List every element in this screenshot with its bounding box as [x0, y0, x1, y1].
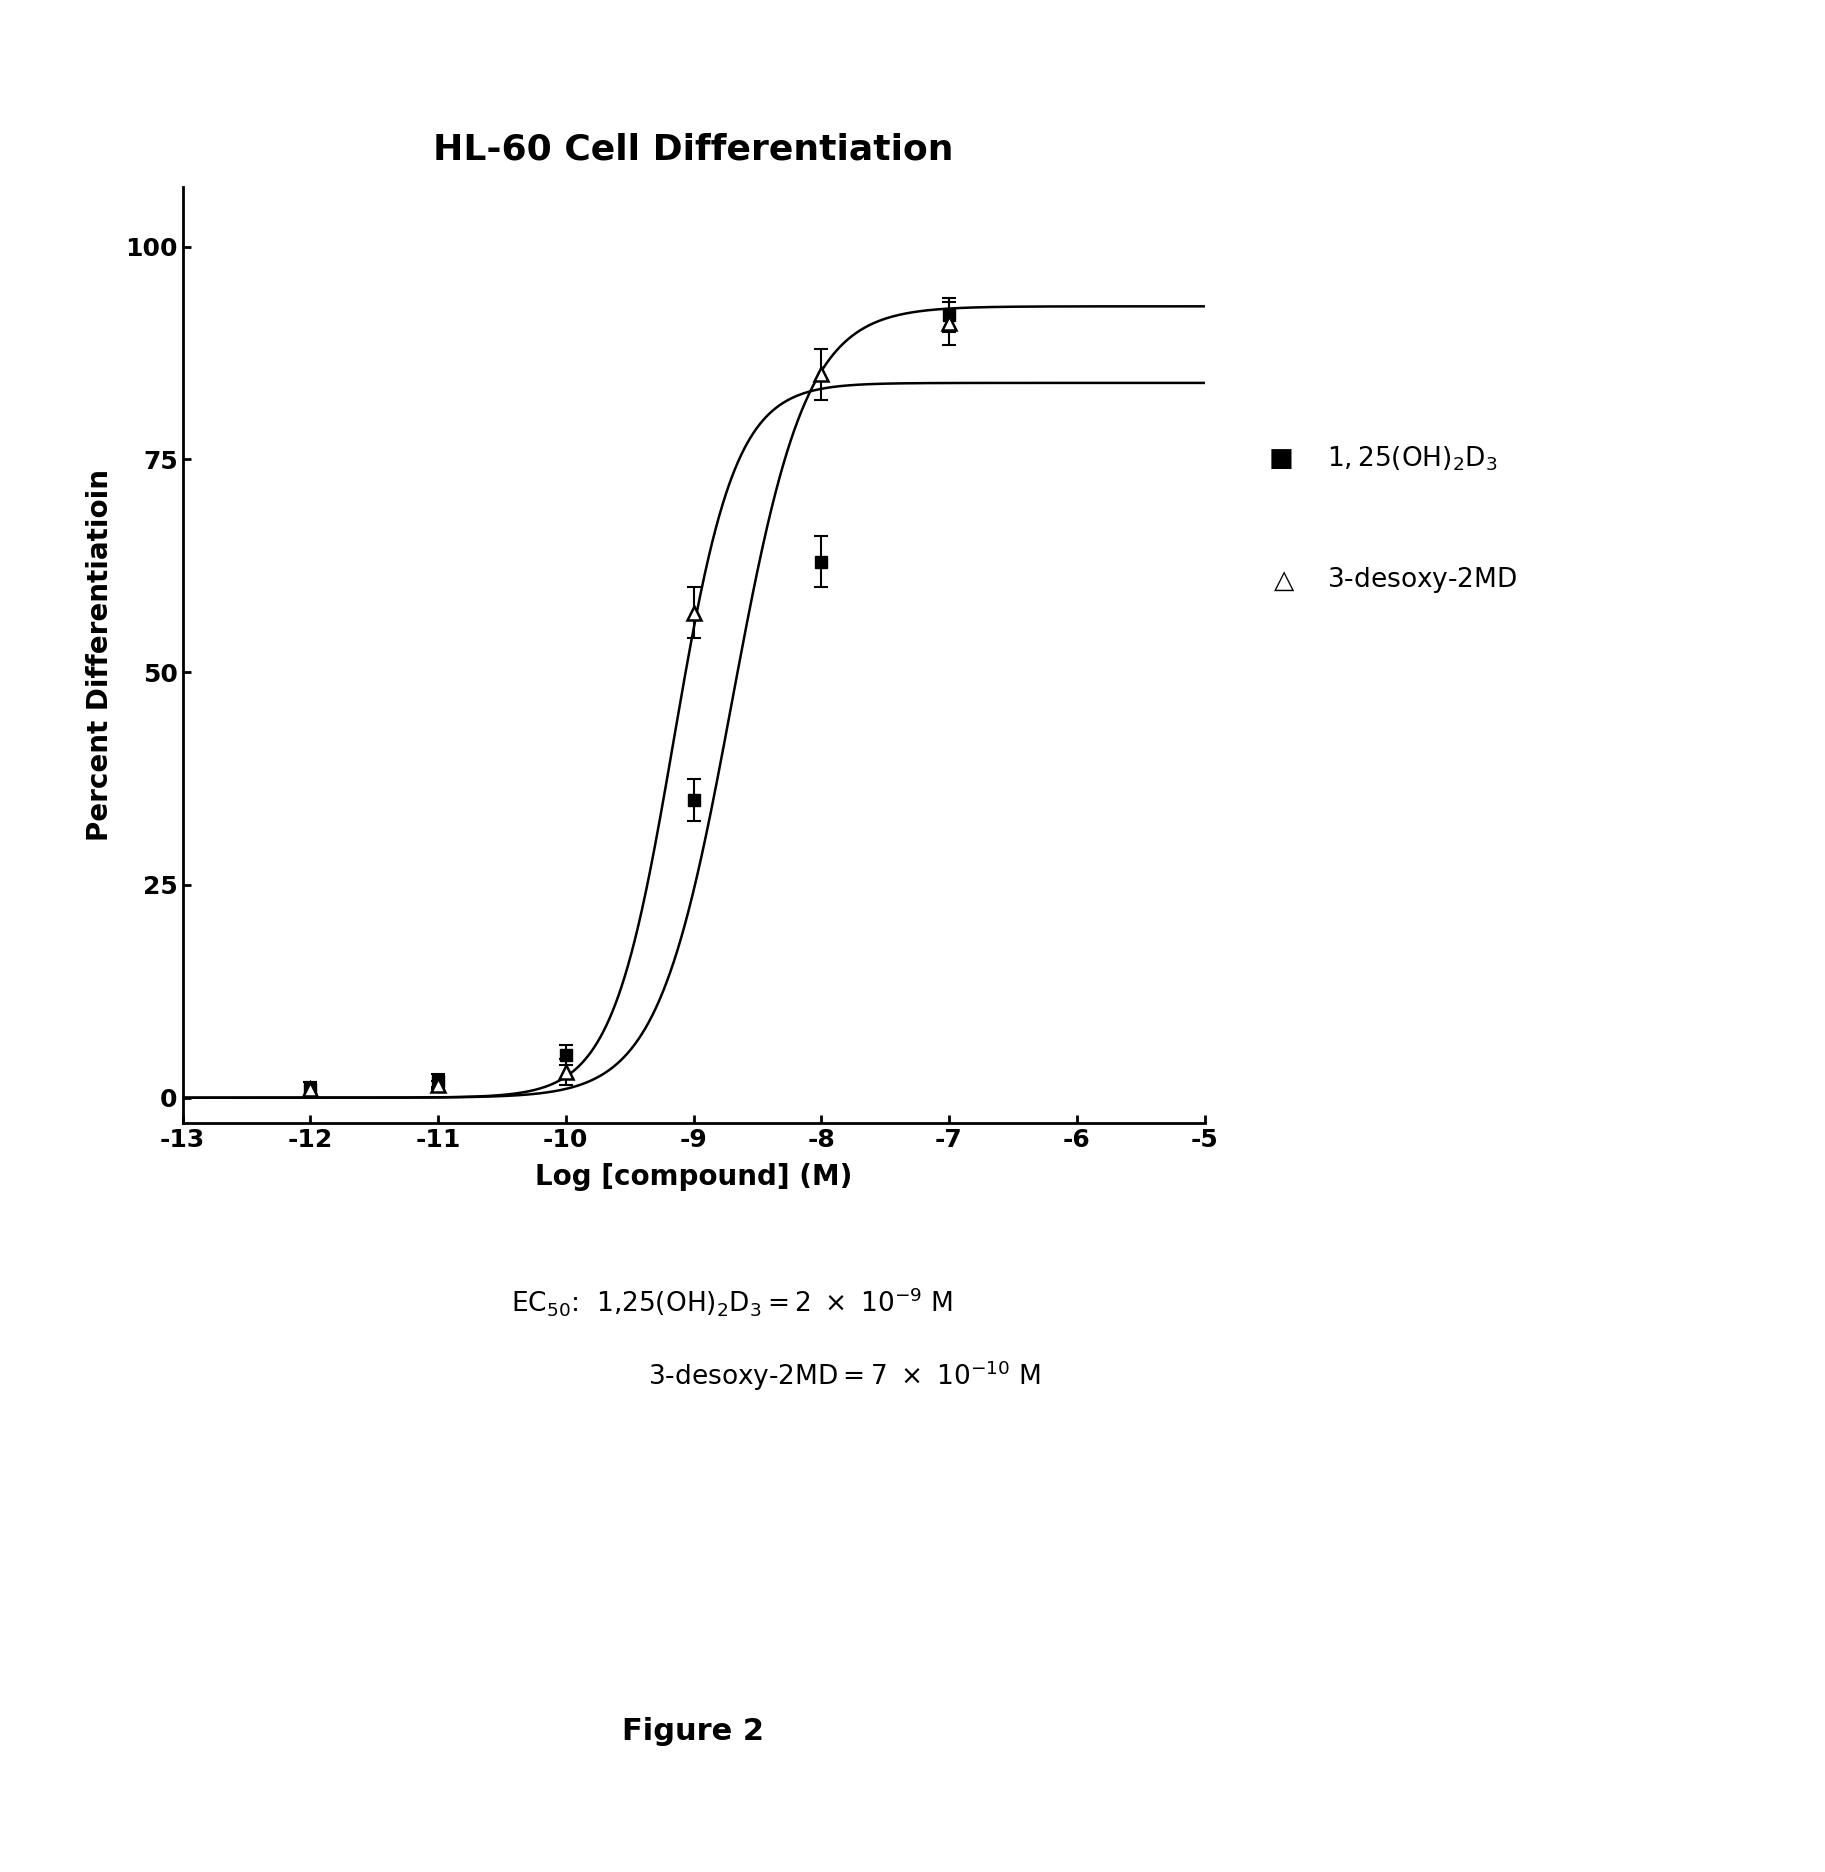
Text: $\mathrm{3\text{-}desoxy\text{-}2MD}$: $\mathrm{3\text{-}desoxy\text{-}2MD}$ [1327, 565, 1517, 595]
Title: HL-60 Cell Differentiation: HL-60 Cell Differentiation [433, 133, 954, 167]
Text: $\mathrm{EC_{50}}$:  $\mathrm{1{,}25(OH)_2D_3 = 2\ \times\ 10^{-9}\ M}$: $\mathrm{EC_{50}}$: $\mathrm{1{,}25(OH)_… [511, 1284, 953, 1318]
X-axis label: Log [compound] (M): Log [compound] (M) [535, 1163, 852, 1191]
Text: Figure 2: Figure 2 [622, 1717, 765, 1747]
Y-axis label: Percent Differentiatioin: Percent Differentiatioin [86, 470, 113, 841]
Text: $\blacksquare$: $\blacksquare$ [1268, 446, 1292, 472]
Text: $\mathrm{3\text{-}desoxy\text{-}2MD = 7\ \times\ 10^{-10}\ M}$: $\mathrm{3\text{-}desoxy\text{-}2MD = 7\… [648, 1359, 1040, 1393]
Text: $\mathrm{1,25(OH)_2D_3}$: $\mathrm{1,25(OH)_2D_3}$ [1327, 444, 1496, 474]
Text: $\triangle$: $\triangle$ [1268, 567, 1296, 593]
